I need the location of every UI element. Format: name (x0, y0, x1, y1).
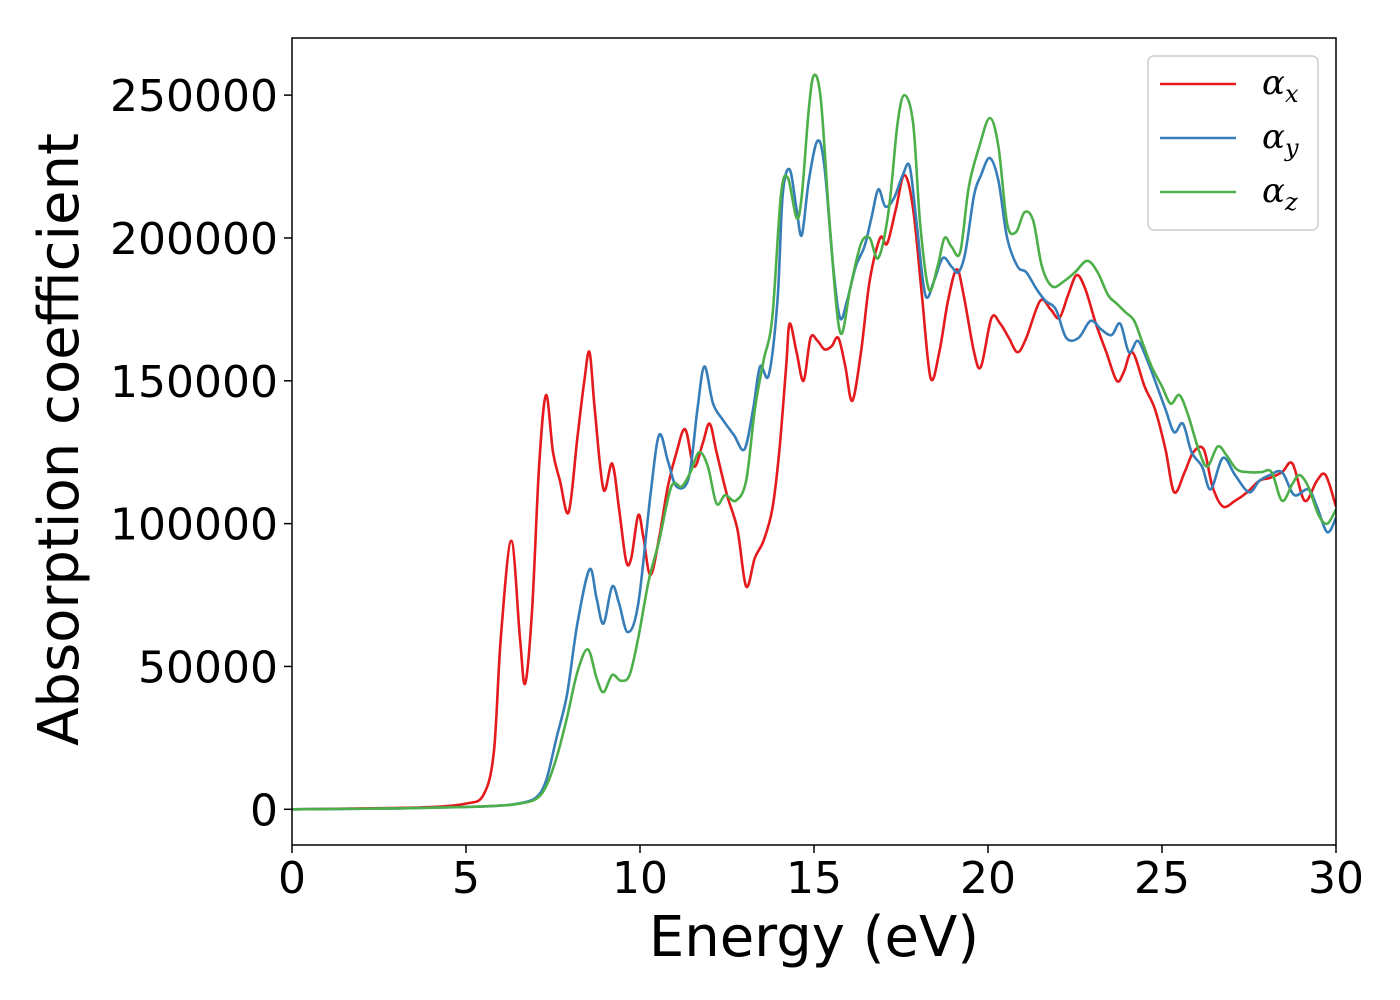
y-tick-label: 200000 (110, 214, 278, 265)
series-line-x (292, 173, 1336, 811)
x-tick-label: 30 (1308, 853, 1364, 904)
legend: αx αy αz (1147, 55, 1319, 231)
x-tick-label: 20 (960, 853, 1016, 904)
x-tick-label: 15 (786, 853, 842, 904)
series-line-y (292, 139, 1336, 811)
legend-label-z: αz (1262, 171, 1298, 216)
x-axis-title: Energy (eV) (649, 905, 979, 970)
x-tick-label: 5 (452, 853, 480, 904)
x-tick-label: 10 (612, 853, 668, 904)
y-tick-label: 150000 (110, 357, 278, 408)
legend-box (1147, 55, 1319, 231)
x-tick-label: 0 (278, 853, 306, 904)
x-tick-label: 25 (1134, 853, 1190, 904)
y-tick-label: 50000 (138, 642, 278, 693)
y-tick-label: 100000 (110, 500, 278, 551)
legend-label-x: αx (1262, 63, 1299, 108)
series-layer (292, 73, 1336, 811)
legend-label-y: αy (1262, 117, 1299, 162)
x-axis: 0 5 10 15 20 25 30 (278, 845, 1364, 904)
series-line-z (292, 73, 1336, 811)
y-tick-label: 0 (250, 785, 278, 836)
y-axis: 0 50000 100000 150000 200000 250000 (110, 71, 292, 836)
y-axis-title: Absorption coefficient (27, 133, 92, 746)
y-tick-label: 250000 (110, 71, 278, 122)
